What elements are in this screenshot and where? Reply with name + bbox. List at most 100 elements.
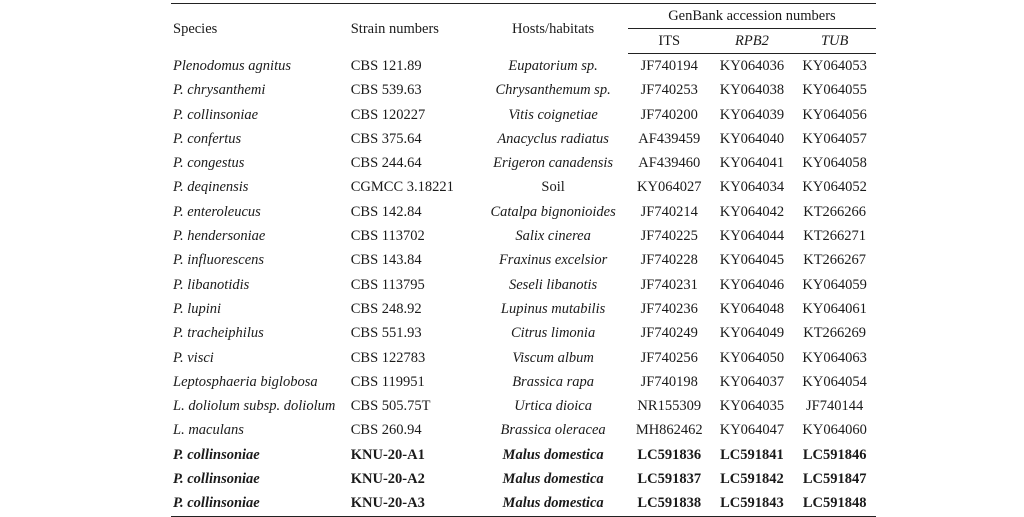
its-cell: JF740253: [640, 82, 698, 99]
strain-cell: CBS 143.84: [350, 252, 422, 269]
tub-cell: KY064055: [802, 82, 867, 99]
host-cell: Soil: [541, 179, 565, 196]
tub-cell: KY064059: [802, 276, 867, 293]
rpb2-cell: LC591842: [720, 471, 784, 488]
rpb2-cell: KY064038: [719, 82, 785, 99]
species-cell: Leptosphaeria biglobosa: [173, 373, 318, 390]
host-cell: Anacyclus radiatus: [497, 130, 609, 147]
species-cell: P. chrysanthemi: [173, 82, 266, 99]
its-cell: LC591836: [637, 446, 702, 463]
tub-cell: KY064052: [802, 179, 867, 196]
host-cell: Viscum album: [512, 349, 594, 366]
table-row: P. tracheiphilus CBS 551.93 Citrus limonia…: [171, 321, 876, 345]
species-cell: P. collinsoniae: [173, 106, 259, 123]
strain-cell: CBS 119951: [350, 373, 425, 390]
tub-cell: JF740144: [806, 398, 864, 415]
tub-cell: KY064053: [802, 58, 867, 74]
host-cell: Eupatorium sp.: [508, 57, 598, 74]
strain-cell: KNU-20-A1: [350, 446, 425, 463]
species-cell: P. congestus: [173, 155, 245, 172]
rpb2-cell: KY064049: [719, 325, 785, 342]
rpb2-cell: LC591841: [720, 446, 784, 463]
strain-cell: CBS 244.64: [350, 155, 422, 172]
its-cell: LC591837: [637, 471, 702, 488]
strain-cell: CBS 539.63: [350, 82, 422, 99]
its-cell: AF439459: [638, 130, 701, 147]
its-cell: NR155309: [637, 398, 702, 415]
tub-cell: KY064058: [802, 155, 867, 172]
its-cell: JF740249: [640, 325, 698, 342]
header-tub: TUB: [793, 28, 876, 54]
its-cell: JF740200: [640, 106, 698, 123]
its-cell: JF740214: [640, 203, 698, 220]
table-row: P. libanotidis CBS 113795 Seseli libanotis…: [171, 273, 876, 297]
species-cell: P. collinsoniae: [173, 446, 260, 463]
strain-cell: CBS 142.84: [350, 203, 422, 220]
species-cell: P. influorescens: [173, 252, 265, 269]
header-genbank: GenBank accession numbers: [627, 3, 876, 29]
host-cell: Lupinus mutabilis: [500, 300, 606, 317]
rpb2-cell: LC591843: [720, 495, 784, 512]
rpb2-cell: KY064047: [719, 422, 785, 439]
host-cell: Malus domestica: [502, 495, 604, 512]
species-cell: P. collinsoniae: [173, 471, 260, 488]
its-cell: LC591838: [637, 495, 702, 512]
host-cell: Brassica oleracea: [500, 422, 606, 439]
table-body: Plenodomus agnitus CBS 121.89 Eupatorium s…: [171, 54, 876, 517]
tub-cell: KY064057: [802, 130, 867, 147]
tub-cell: LC591846: [802, 446, 867, 463]
strain-cell: CBS 122783: [350, 349, 426, 366]
header-species: Species: [173, 20, 218, 37]
tub-cell: KT266271: [803, 228, 867, 245]
strain-cell: KNU-20-A3: [350, 495, 425, 512]
host-cell: Citrus limonia: [511, 325, 596, 342]
table-row: P. collinsoniae KNU-20-A3 Malus domestica L…: [171, 491, 876, 516]
rpb2-cell: KY064042: [719, 203, 785, 220]
host-cell: Brassica rapa: [512, 373, 594, 390]
its-cell: KY064027: [637, 179, 702, 196]
rpb2-cell: KY064050: [719, 349, 785, 366]
strain-cell: CGMCC 3.18221: [350, 179, 454, 196]
species-cell: P. confertus: [173, 130, 242, 147]
host-cell: Salix cinerea: [515, 228, 591, 245]
rpb2-cell: KY064040: [719, 130, 785, 147]
species-cell: P. hendersoniae: [173, 228, 266, 245]
species-cell: P. tracheiphilus: [173, 325, 264, 342]
tub-cell: KY064061: [802, 300, 867, 317]
strain-cell: CBS 113795: [350, 276, 425, 293]
table-row: P. collinsoniae KNU-20-A2 Malus domestica L…: [171, 467, 876, 491]
strain-cell: CBS 260.94: [350, 422, 422, 439]
strain-cell: CBS 551.93: [350, 325, 422, 342]
its-cell: JF740236: [640, 300, 698, 317]
rpb2-cell: KY064035: [719, 398, 785, 415]
rpb2-cell: KY064048: [719, 300, 785, 317]
table-row: P. influorescens CBS 143.84 Fraxinus excel…: [171, 248, 876, 272]
rpb2-cell: KY064037: [719, 373, 785, 390]
host-cell: Catalpa bignonioides: [490, 203, 616, 220]
host-cell: Seseli libanotis: [508, 276, 598, 293]
species-cell: P. deqinensis: [173, 179, 249, 196]
tub-cell: KT266269: [803, 325, 867, 342]
tub-cell: KY064060: [802, 422, 867, 439]
strain-cell: KNU-20-A2: [350, 471, 425, 488]
rpb2-cell: KY064045: [719, 252, 785, 269]
tub-cell: KY064063: [802, 349, 867, 366]
table-row: P. confertus CBS 375.64 Anacyclus radiatus…: [171, 127, 876, 151]
strain-cell: CBS 375.64: [350, 130, 422, 147]
accession-table: Species Strain numbers Hosts/habitats Ge…: [171, 3, 876, 517]
tub-cell: KY064054: [802, 373, 867, 390]
species-cell: Plenodomus agnitus: [173, 57, 292, 74]
rpb2-cell: KY064034: [719, 179, 785, 196]
tub-cell: LC591848: [802, 495, 867, 512]
rpb2-cell: KY064044: [719, 228, 785, 245]
its-cell: JF740256: [640, 349, 698, 366]
host-cell: Malus domestica: [502, 446, 604, 463]
rpb2-cell: KY064039: [719, 106, 785, 123]
species-cell: P. enteroleucus: [173, 203, 261, 220]
header-hosts: Hosts/habitats: [512, 20, 595, 37]
host-cell: Fraxinus excelsior: [498, 252, 608, 269]
tub-cell: KT266267: [803, 252, 867, 269]
tub-cell: LC591847: [802, 471, 867, 488]
table-row: P. visci CBS 122783 Viscum album JF740256 KY…: [171, 346, 876, 370]
table-row: Leptosphaeria biglobosa CBS 119951 Brassic…: [171, 370, 876, 394]
